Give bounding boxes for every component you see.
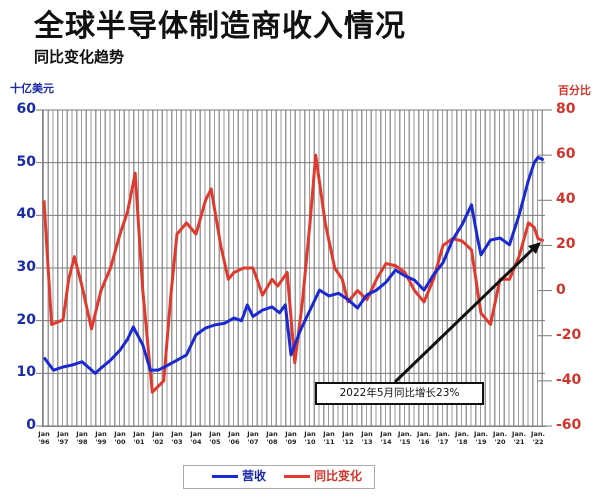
right-tick-label: 0 <box>556 281 566 298</box>
x-tick-label: Jan '14 <box>380 430 392 446</box>
left-tick-label: 60 <box>16 101 36 117</box>
left-axis-unit: 十亿美元 <box>10 82 54 95</box>
x-tick-label: Jan '05 <box>209 430 221 446</box>
x-tick-label: Jan '97 <box>57 430 69 446</box>
legend-label-yoy: 同比变化 <box>314 469 363 483</box>
x-tick-label: Jan. '18 <box>455 430 469 446</box>
legend-label-revenue: 营收 <box>242 469 267 483</box>
x-tick-label: Jan. '21 <box>512 430 526 446</box>
legend-item-yoy: 同比变化 <box>284 468 362 484</box>
x-tick-label: Jan. '17 <box>436 430 450 446</box>
chart-subtitle: 同比变化趋势 <box>34 48 125 66</box>
arrow-head-icon <box>528 242 541 254</box>
left-tick-label: 20 <box>16 311 36 328</box>
left-tick-label: 0 <box>26 417 36 433</box>
x-tick-label: Jan '02 <box>152 430 164 446</box>
revenue-line <box>42 155 545 375</box>
x-tick-label: Jan '04 <box>190 430 202 446</box>
x-tick-label: Jan. '19 <box>474 430 488 446</box>
x-tick-label: Jan '01 <box>133 430 145 446</box>
x-tick-label: Jan '07 <box>247 430 259 446</box>
right-tick-label: 20 <box>556 236 576 253</box>
legend: 营收 同比变化 <box>183 465 375 489</box>
right-tick-label: -40 <box>556 371 582 388</box>
x-tick-label: Jan. '22 <box>531 430 545 446</box>
right-tick-label: -60 <box>556 417 582 433</box>
x-tick-label: Jan. '16 <box>417 430 431 446</box>
annotation-arrow <box>393 245 537 384</box>
left-tick-label: 30 <box>16 259 36 275</box>
annotation-box: 2022年5月同比增长23% <box>315 382 484 405</box>
left-tick-label: 10 <box>16 364 36 381</box>
right-tick-label: -20 <box>556 326 582 343</box>
right-axis-unit: 百分比 <box>558 84 591 97</box>
x-tick-label: Jan. '20 <box>493 430 507 446</box>
yoy-line <box>42 153 545 394</box>
left-tick-label: 40 <box>16 206 36 223</box>
x-tick-label: Jan '99 <box>95 430 107 446</box>
legend-swatch-yoy <box>284 475 310 478</box>
right-tick-label: 60 <box>556 146 576 163</box>
legend-item-revenue: 营收 <box>212 468 266 484</box>
x-tick-label: Jan '13 <box>361 430 373 446</box>
x-tick-label: Jan '06 <box>228 430 240 446</box>
x-tick-label: Jan '98 <box>76 430 88 446</box>
right-tick-label: 40 <box>556 191 576 208</box>
left-tick-label: 50 <box>16 153 36 170</box>
x-tick-label: Jan '11 <box>323 430 335 446</box>
x-tick-label: Jan '03 <box>171 430 183 446</box>
x-tick-label: Jan '12 <box>342 430 354 446</box>
x-tick-label: Jan '09 <box>285 430 297 446</box>
x-tick-label: Jan '96 <box>38 430 50 446</box>
x-tick-label: Jan '08 <box>266 430 278 446</box>
x-tick-label: Jan '10 <box>304 430 316 446</box>
right-tick-label: 80 <box>556 101 576 117</box>
chart-title: 全球半导体制造商收入情况 <box>34 9 406 44</box>
x-tick-label: Jan. '15 <box>398 430 412 446</box>
legend-swatch-revenue <box>212 475 238 478</box>
x-tick-label: Jan '00 <box>114 430 126 446</box>
